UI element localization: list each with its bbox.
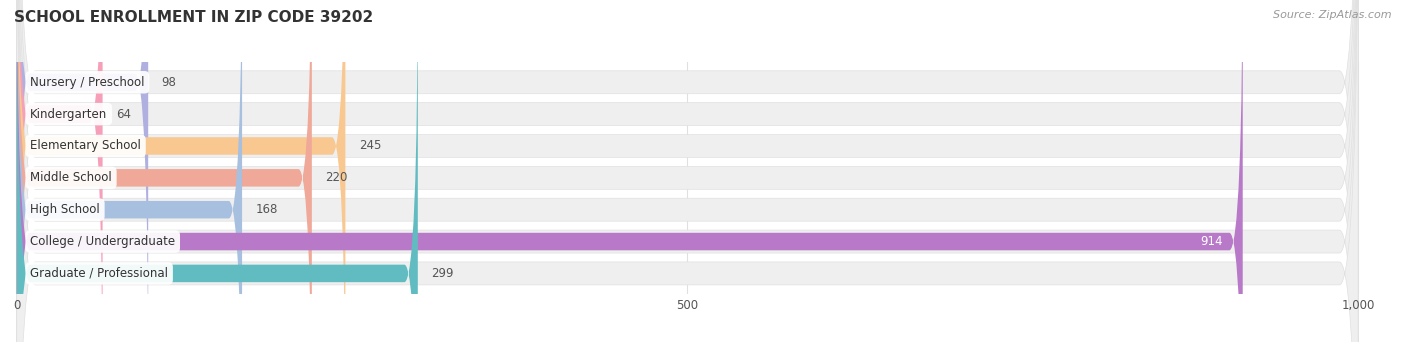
Text: Elementary School: Elementary School: [30, 140, 141, 153]
Text: Kindergarten: Kindergarten: [30, 108, 107, 121]
Text: 914: 914: [1201, 235, 1223, 248]
Text: SCHOOL ENROLLMENT IN ZIP CODE 39202: SCHOOL ENROLLMENT IN ZIP CODE 39202: [14, 10, 374, 25]
FancyBboxPatch shape: [17, 0, 1358, 342]
FancyBboxPatch shape: [17, 0, 1358, 342]
Text: College / Undergraduate: College / Undergraduate: [30, 235, 176, 248]
Text: High School: High School: [30, 203, 100, 216]
Text: 245: 245: [359, 140, 381, 153]
FancyBboxPatch shape: [17, 0, 103, 342]
Text: 220: 220: [325, 171, 347, 184]
Text: Source: ZipAtlas.com: Source: ZipAtlas.com: [1274, 10, 1392, 20]
FancyBboxPatch shape: [17, 0, 1243, 342]
FancyBboxPatch shape: [17, 0, 1358, 342]
FancyBboxPatch shape: [17, 0, 418, 342]
FancyBboxPatch shape: [17, 0, 1358, 342]
Text: 168: 168: [256, 203, 278, 216]
FancyBboxPatch shape: [17, 0, 148, 342]
Text: Middle School: Middle School: [30, 171, 112, 184]
Text: Nursery / Preschool: Nursery / Preschool: [30, 76, 145, 89]
FancyBboxPatch shape: [17, 0, 1358, 342]
FancyBboxPatch shape: [17, 0, 346, 342]
Text: 64: 64: [117, 108, 131, 121]
Text: 98: 98: [162, 76, 177, 89]
FancyBboxPatch shape: [17, 0, 1358, 342]
Text: 299: 299: [432, 267, 454, 280]
Text: Graduate / Professional: Graduate / Professional: [30, 267, 169, 280]
FancyBboxPatch shape: [17, 0, 312, 342]
FancyBboxPatch shape: [17, 0, 1358, 342]
FancyBboxPatch shape: [17, 0, 242, 342]
